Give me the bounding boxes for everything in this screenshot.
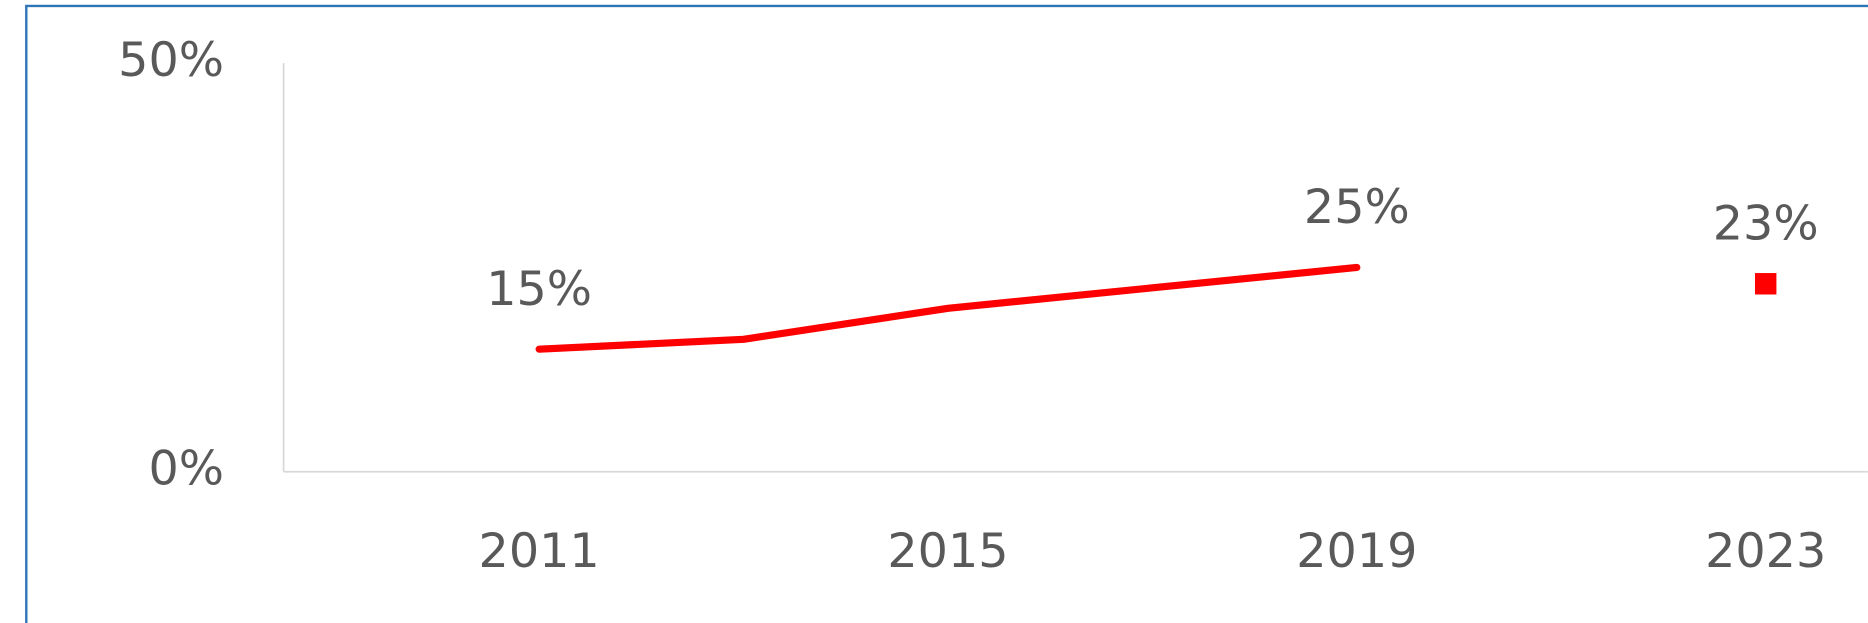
data-label: 23% (1713, 197, 1819, 252)
y-tick-label: 0% (148, 442, 224, 497)
x-tick-label: 2011 (479, 524, 600, 579)
x-tick-label: 2023 (1705, 524, 1826, 579)
chart-frame (25, 4, 1868, 623)
data-label: 25% (1304, 180, 1410, 235)
x-tick-label: 2019 (1296, 524, 1417, 579)
x-tick-label: 2015 (887, 524, 1008, 579)
data-line (535, 263, 1361, 353)
y-tick-label: 50% (118, 33, 224, 88)
data-label: 15% (486, 262, 592, 317)
data-point (1754, 273, 1777, 295)
